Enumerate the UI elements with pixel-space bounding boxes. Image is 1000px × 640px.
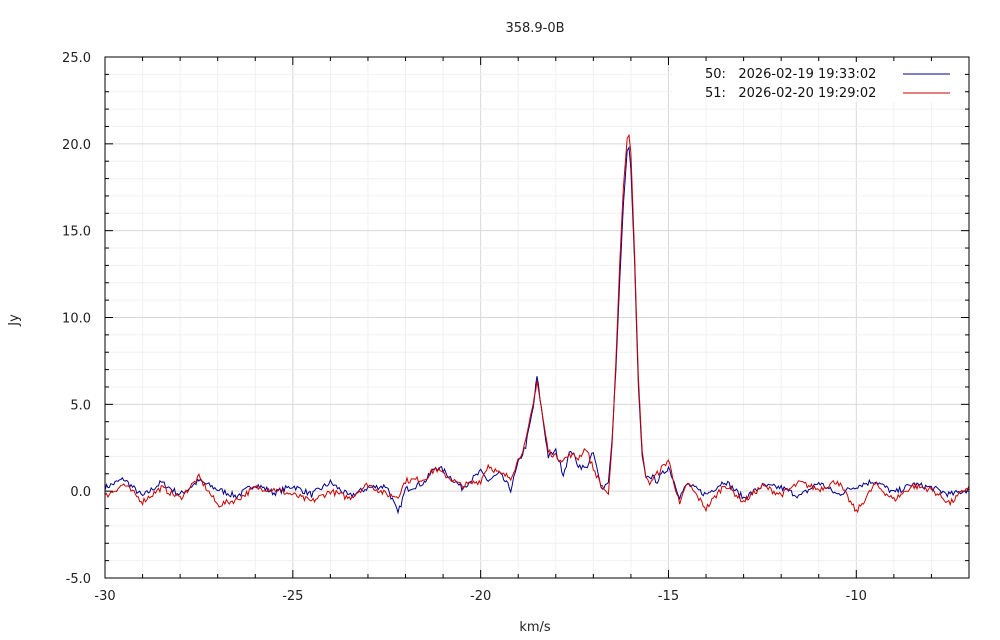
legend-box <box>672 62 964 102</box>
series-group <box>105 133 969 515</box>
x-tick-label: -10 <box>846 589 867 604</box>
minor-ticks <box>104 56 970 579</box>
series-line-1 <box>105 133 969 514</box>
y-tick-label: 20.0 <box>62 138 91 153</box>
y-axis-label: Jy <box>7 314 22 327</box>
x-tick-label: -15 <box>658 589 679 604</box>
legend: 50: 2026-02-19 19:33:02 51: 2026-02-20 19… <box>672 62 964 102</box>
legend-label-1: 51: 2026-02-20 19:29:02 <box>705 86 876 101</box>
x-axis-label: km/s <box>519 620 551 635</box>
legend-label-0: 50: 2026-02-19 19:33:02 <box>705 67 876 82</box>
x-tick-label: -20 <box>470 589 491 604</box>
y-tick-label: 0.0 <box>70 485 91 500</box>
x-tick-label: -25 <box>282 589 303 604</box>
y-tick-label: 15.0 <box>62 225 91 240</box>
y-tick-label: 5.0 <box>70 398 91 413</box>
x-tick-label: -30 <box>94 589 115 604</box>
x-axis-ticks: -30 -25 -20 -15 -10 <box>94 589 867 604</box>
grid-lines <box>104 56 970 579</box>
y-tick-label: 10.0 <box>62 312 91 327</box>
plot-frame <box>104 56 970 579</box>
chart-title: 358.9-0B <box>505 21 564 36</box>
y-axis-ticks: -5.0 0.0 5.0 10.0 15.0 20.0 25.0 <box>62 51 91 587</box>
y-tick-label: 25.0 <box>62 51 91 66</box>
y-tick-label: -5.0 <box>66 572 91 587</box>
